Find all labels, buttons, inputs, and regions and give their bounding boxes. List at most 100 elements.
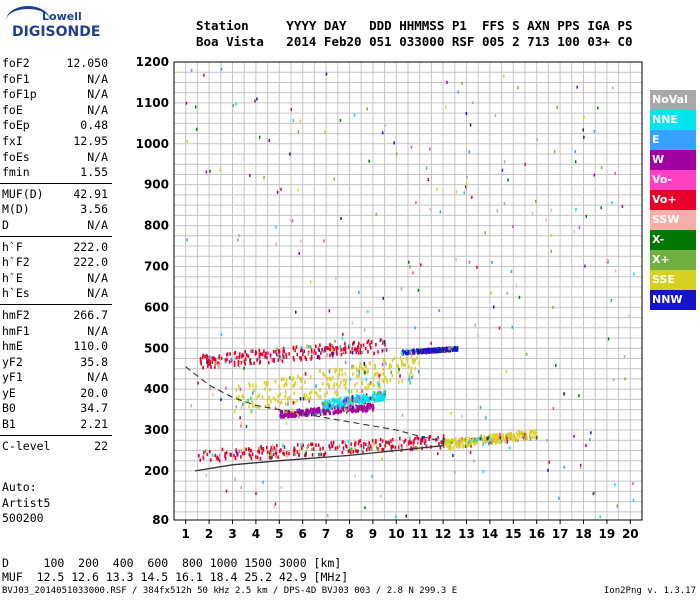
echo-point (323, 239, 325, 243)
echo-point (417, 288, 420, 292)
echo-point (374, 363, 376, 368)
echo-point (274, 450, 277, 455)
echo-point (438, 442, 440, 446)
x-tick-label: 20 (622, 527, 639, 541)
y-tick-label: 400 (144, 382, 169, 396)
echo-point (326, 405, 328, 410)
echo-point (368, 405, 371, 410)
echo-point (316, 407, 318, 412)
echo-point (269, 353, 272, 357)
echo-point (294, 414, 296, 419)
echo-point (579, 463, 582, 467)
param-label: hmF1 (2, 323, 30, 338)
echo-point (590, 431, 592, 435)
echo-point (341, 372, 344, 377)
echo-point (323, 402, 326, 406)
echo-point (596, 106, 599, 110)
echo-point (354, 474, 357, 478)
echo-point (624, 377, 626, 381)
file-info-footer: BVJ03_2014051033000.RSF / 384fx512h 50 k… (2, 586, 458, 596)
echo-point (250, 448, 252, 453)
echo-point (490, 291, 492, 295)
echo-point (556, 106, 558, 110)
echo-point (369, 402, 372, 407)
echo-point (333, 347, 335, 352)
echo-point (242, 353, 245, 358)
echo-point (274, 398, 277, 402)
x-tick-label: 4 (252, 527, 260, 541)
echo-point (220, 332, 223, 336)
echo-point (345, 379, 347, 383)
echo-point (413, 445, 415, 450)
echo-point (214, 453, 217, 458)
echo-point (361, 404, 363, 409)
echo-point (407, 442, 410, 446)
param-value: 35.8 (80, 354, 108, 369)
echo-point (532, 431, 535, 435)
echo-point (359, 399, 362, 403)
echo-point (309, 407, 312, 411)
echo-point (238, 395, 240, 399)
echo-point (214, 361, 217, 366)
echo-point (359, 350, 362, 355)
echo-point (524, 436, 527, 441)
echo-point (390, 370, 393, 375)
echo-point (351, 342, 354, 346)
echo-point (512, 225, 514, 229)
echo-point (489, 438, 491, 442)
echo-point (261, 395, 264, 399)
echo-point (265, 445, 268, 450)
x-tick-label: 1 (182, 527, 190, 541)
echo-point (532, 429, 535, 433)
echo-point (315, 384, 317, 388)
echo-point (509, 446, 511, 450)
echo-point (325, 374, 327, 378)
echo-point (229, 352, 231, 356)
echo-point (452, 446, 454, 450)
echo-point (371, 474, 373, 478)
echo-point (455, 257, 457, 261)
echo-point (364, 395, 367, 399)
echo-point (441, 349, 444, 353)
echo-point (354, 347, 356, 351)
echo-point (311, 453, 314, 457)
echo-point (205, 473, 208, 477)
echo-point (370, 447, 373, 451)
param-label: hmF2 (2, 307, 30, 322)
echo-point (298, 449, 301, 453)
echo-point (498, 440, 500, 445)
echo-point (510, 436, 513, 441)
echo-point (490, 438, 492, 442)
echo-point (496, 434, 498, 439)
echo-point (326, 514, 329, 518)
echo-point (309, 391, 311, 396)
echo-point (340, 380, 342, 384)
echo-point (214, 365, 216, 369)
echo-point (252, 404, 254, 409)
echo-point (362, 445, 365, 449)
echo-point (357, 399, 360, 403)
echo-point (368, 159, 370, 163)
echo-point (583, 135, 585, 139)
echo-point (323, 409, 326, 413)
echo-point (237, 398, 240, 403)
echo-point (364, 347, 367, 351)
x-tick-label: 7 (322, 527, 330, 541)
echo-point (257, 356, 260, 361)
echo-point (391, 373, 394, 378)
echo-point (288, 412, 291, 416)
echo-point (221, 447, 224, 452)
echo-point (284, 412, 286, 416)
echo-point (206, 357, 208, 361)
echo-point (519, 431, 522, 435)
echo-point (258, 348, 261, 353)
echo-point (494, 114, 497, 118)
echo-point (389, 378, 392, 382)
echo-point (483, 435, 486, 439)
echo-point (306, 344, 308, 349)
echo-point (368, 398, 370, 402)
echo-point (353, 397, 356, 402)
echo-point (308, 399, 311, 404)
echo-point (355, 409, 357, 414)
echo-point (249, 361, 251, 365)
